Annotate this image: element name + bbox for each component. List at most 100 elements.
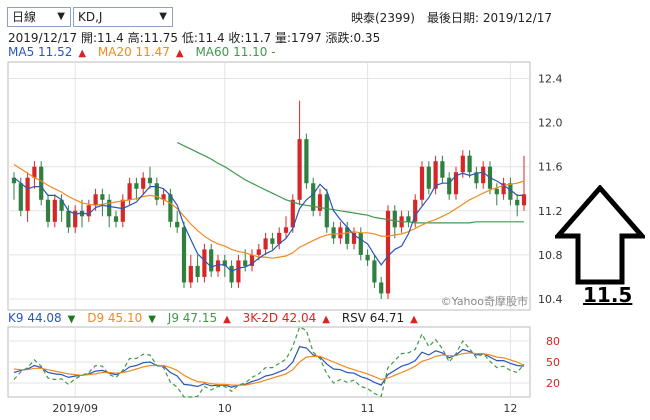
moving-average-lines [13, 141, 525, 273]
ma-legend: MA5 11.52 ▲ MA20 11.47 ▲ MA60 11.10 - [8, 45, 282, 59]
indicator-chart-grid [7, 326, 531, 398]
indicator-select[interactable]: KD,J ▼ [73, 7, 173, 27]
y-tick-label: 11.2 [538, 205, 563, 218]
candle-body [270, 238, 275, 244]
indicator-lines [13, 326, 525, 398]
ohlc-date: 2019/12/17 [8, 31, 78, 45]
y-tick-label: 12.0 [538, 117, 563, 130]
candle-body [501, 183, 506, 195]
candle-body [141, 177, 146, 189]
candle-body [243, 260, 248, 266]
legend-j9: J9 47.15 [167, 311, 218, 325]
candle-body [229, 265, 234, 283]
candle-body [365, 254, 370, 261]
y-tick-label: 11.6 [538, 161, 563, 174]
ohlc-high: 高:11.75 [127, 31, 178, 45]
candle-body [147, 177, 153, 184]
candle-body [406, 216, 411, 222]
x-tick-label: 12 [503, 402, 517, 415]
candle-body [372, 260, 377, 283]
period-select-value: 日線 [12, 10, 37, 24]
x-tick-label: 10 [218, 402, 232, 415]
ohlc-volume: 量:1797 [275, 31, 322, 45]
candle-body [460, 155, 465, 173]
candle-body [283, 227, 289, 233]
candle-body [18, 183, 23, 211]
candle-body [120, 199, 125, 222]
candle-body [440, 161, 445, 178]
candle-body [181, 227, 187, 283]
y-tick-label: 10.8 [538, 249, 563, 262]
indicator-y-tick-label: 50 [546, 356, 560, 369]
candle-body [86, 205, 91, 217]
candle-body [515, 199, 520, 206]
candle-body [73, 210, 78, 228]
ohlc-low: 低:11.4 [181, 31, 225, 45]
annotation-value: 11.5 [583, 283, 633, 307]
candle-body [481, 166, 486, 184]
chevron-down-icon: ▼ [57, 11, 65, 22]
legend-k9: K9 44.08 [8, 311, 62, 325]
candle-body [311, 183, 316, 211]
ma60-line [176, 141, 524, 224]
axis-labels: 12.4 12.0 11.6 11.2 10.8 10.4 80 50 20 2019/09 10 1… [52, 73, 562, 415]
candle-body [324, 194, 329, 228]
candle-body [195, 265, 200, 277]
candle-body [331, 227, 336, 239]
k9-line [13, 345, 525, 388]
candle-body [385, 210, 391, 294]
candle-body [161, 194, 166, 200]
candle-body [474, 172, 479, 184]
candle-body [256, 249, 261, 255]
x-tick-label: 2019/09 [52, 402, 98, 415]
candle-body [277, 232, 282, 244]
legend-ma5: MA5 11.52 [8, 45, 73, 59]
candle-body [25, 177, 30, 211]
candle-body [351, 232, 357, 244]
candle-body [521, 194, 527, 206]
candle-body [304, 139, 309, 184]
up-triangle-icon: ▲ [175, 48, 184, 59]
down-triangle-icon: ▼ [67, 314, 76, 325]
stock-name: 映泰(2399) [351, 11, 415, 25]
candle-body [32, 166, 37, 178]
up-triangle-icon: ▲ [410, 314, 418, 325]
chevron-down-icon: ▼ [159, 11, 167, 22]
candle-body [413, 199, 418, 222]
candle-body [263, 238, 268, 250]
ohlc-open: 開:11.4 [81, 31, 124, 45]
watermark: ©Yahoo奇摩股市 [441, 294, 528, 308]
candle-body [249, 254, 255, 266]
legend-3k2d: 3K-2D 42.04 [242, 311, 317, 325]
up-triangle-icon: ▲ [322, 314, 330, 325]
indicator-y-tick-label: 20 [546, 377, 560, 390]
indicator-y-tick-label: 80 [546, 335, 560, 348]
main-chart-frame [7, 61, 531, 311]
up-triangle-icon: ▲ [78, 48, 87, 59]
candle-body [236, 260, 241, 283]
candle-body [168, 194, 173, 222]
candle-body [433, 161, 438, 189]
candle-body [222, 260, 227, 266]
candle-body [11, 177, 17, 184]
candle-body [419, 166, 425, 200]
period-select[interactable]: 日線 ▼ [7, 7, 71, 27]
candle-body [45, 199, 51, 222]
indicator-select-value: KD,J [78, 10, 103, 24]
candle-body [426, 166, 431, 189]
candle-body [52, 199, 57, 222]
candle-body [107, 199, 112, 217]
candle-body [467, 155, 472, 173]
candle-body [338, 227, 343, 239]
ma5-line [13, 171, 524, 273]
y-tick-label: 12.4 [538, 73, 563, 86]
d9-line [13, 352, 525, 386]
y-tick-label: 10.4 [538, 293, 563, 306]
legend-rsv: RSV 64.71 [341, 311, 405, 325]
down-triangle-icon: ▼ [148, 314, 156, 325]
candle-body [66, 210, 71, 228]
candle-body [345, 227, 350, 244]
candle-body [39, 166, 44, 200]
candle-body [508, 183, 513, 200]
